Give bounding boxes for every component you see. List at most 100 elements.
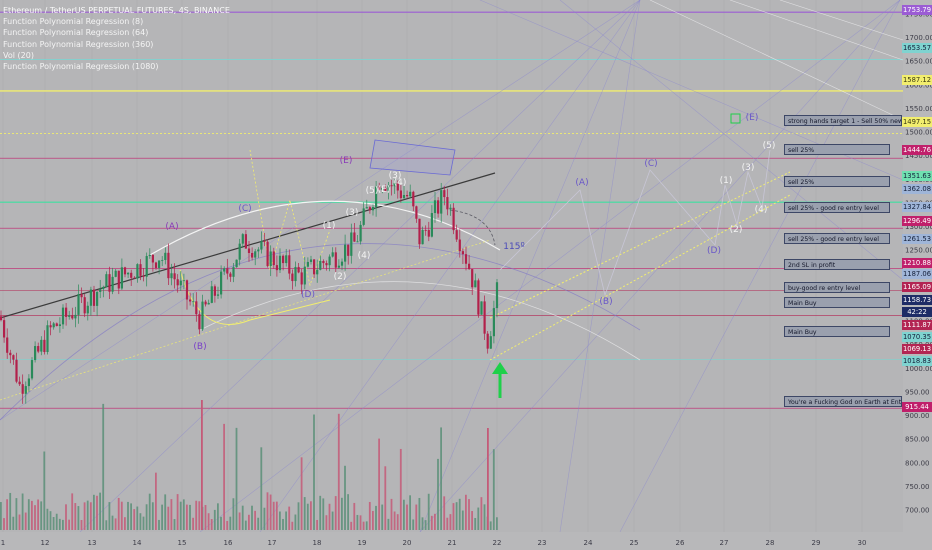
- wave-label: (4): [755, 205, 768, 215]
- price-tag[interactable]: 1069.13: [902, 344, 932, 354]
- candle-body: [409, 191, 412, 197]
- candle-body: [254, 251, 257, 258]
- candle-body: [207, 302, 210, 305]
- candle-body: [455, 230, 458, 240]
- annotation-strong-hands[interactable]: strong hands target 1 - Sell 50% new ATH: [784, 115, 902, 126]
- volume-bar: [204, 505, 207, 530]
- annotation-main-buy-a[interactable]: Main Buy: [784, 297, 890, 308]
- symbol-title[interactable]: Ethereum / TetherUS PERPETUAL FUTURES, 4…: [3, 6, 230, 15]
- candle-body: [452, 207, 455, 231]
- volume-bar: [331, 511, 334, 530]
- volume-bar: [120, 501, 123, 530]
- candle-body: [161, 259, 164, 261]
- candle-body: [458, 239, 461, 252]
- price-tag[interactable]: 1351.63: [902, 171, 932, 181]
- wave-label: (B): [599, 297, 612, 307]
- price-tag[interactable]: 1327.84: [902, 202, 932, 212]
- price-tag[interactable]: 1653.57: [902, 43, 932, 53]
- y-axis-tick-label: 1600.00: [905, 81, 932, 89]
- indicator-poly-1080[interactable]: Function Polynomial Regression (1080): [3, 62, 159, 72]
- volume-bar: [403, 499, 405, 530]
- annotation-sell-25-a[interactable]: sell 25%: [784, 144, 890, 155]
- annotation-2nd-sl[interactable]: 2nd SL in profit: [784, 259, 890, 270]
- price-tag[interactable]: 1111.87: [902, 320, 932, 330]
- volume-bar: [176, 494, 179, 530]
- y-axis-tick-label: 1550.00: [905, 105, 932, 113]
- annotation-sell-25-b[interactable]: sell 25%: [784, 176, 890, 187]
- volume-bar: [412, 519, 415, 530]
- x-axis-background: [0, 532, 932, 550]
- annotation-god-entry[interactable]: You're a Fucking God on Earth at Enterin…: [784, 396, 902, 407]
- candle-body: [402, 195, 406, 199]
- x-axis-tick-label: 30: [858, 539, 867, 547]
- price-tag[interactable]: 1187.06: [902, 269, 932, 279]
- indicator-poly-64[interactable]: Function Polynomial Regression (64): [3, 28, 149, 38]
- candle-body: [331, 252, 334, 257]
- candle-body: [384, 187, 387, 191]
- volume-bar: [446, 517, 449, 530]
- indicator-poly-360[interactable]: Function Polynomial Regression (360): [3, 39, 154, 49]
- volume-bar: [207, 513, 210, 530]
- fan-line: [0, 0, 641, 421]
- price-tag[interactable]: 1210.88: [902, 258, 932, 268]
- candle-body: [223, 268, 226, 272]
- candle-body: [15, 359, 18, 382]
- candle-body: [368, 207, 371, 211]
- candle-body: [226, 268, 229, 274]
- volume-bar: [136, 506, 139, 530]
- volume-bar: [55, 513, 58, 530]
- volume-bar: [241, 505, 244, 530]
- price-tag[interactable]: 1070.35: [902, 332, 932, 342]
- volume-bar: [434, 513, 436, 530]
- annotation-main-buy-b[interactable]: Main Buy: [784, 326, 890, 337]
- volume-bar: [300, 457, 303, 530]
- price-tag[interactable]: 1444.76: [902, 145, 932, 155]
- volume-bar: [182, 499, 185, 530]
- candle-body: [235, 259, 238, 268]
- volume-bar: [86, 500, 89, 530]
- candle-body: [24, 386, 27, 394]
- wave-label: (5): [763, 141, 776, 151]
- volume-bar: [210, 519, 213, 530]
- volume-bar: [226, 520, 229, 530]
- candle-body: [55, 323, 58, 327]
- price-tag[interactable]: 1587.12: [902, 75, 932, 85]
- candle-body: [387, 185, 390, 191]
- price-tag[interactable]: 1753.79: [902, 5, 932, 15]
- candle-body: [201, 301, 204, 330]
- candle-body: [350, 232, 353, 256]
- indicator-poly-8[interactable]: Function Polynomial Regression (8): [3, 17, 144, 27]
- indicator-vol-20[interactable]: Vol (20): [3, 50, 34, 60]
- price-tag[interactable]: 42:22: [902, 307, 932, 317]
- price-tag[interactable]: 1296.49: [902, 216, 932, 226]
- volume-bar: [415, 504, 418, 530]
- candle-body: [328, 256, 331, 266]
- candle-body: [437, 200, 440, 214]
- wave-label: (4): [394, 178, 407, 188]
- candle-body: [365, 207, 368, 209]
- annotation-sell-25-reentry-b[interactable]: sell 25% - good re entry level: [784, 233, 890, 244]
- wave-label: 115º: [503, 242, 524, 252]
- annotation-sell-25-reentry-a[interactable]: sell 25% - good re entry level: [784, 202, 890, 213]
- volume-bar: [68, 519, 70, 530]
- price-tag[interactable]: 1362.08: [902, 184, 932, 194]
- price-tag[interactable]: 1158.73: [902, 295, 932, 305]
- x-axis-tick-label: 24: [584, 539, 593, 547]
- wave-label: (E): [378, 185, 391, 195]
- volume-bar: [421, 517, 424, 530]
- fan-line-light: [779, 0, 904, 41]
- annotation-buy-reentry[interactable]: buy-good re entry level: [784, 282, 890, 293]
- price-tag[interactable]: 915.44: [902, 402, 932, 412]
- price-tag[interactable]: 1018.83: [902, 356, 932, 366]
- price-tag[interactable]: 1261.53: [902, 234, 932, 244]
- candle-body: [3, 320, 6, 338]
- price-tag[interactable]: 1165.09: [902, 282, 932, 292]
- candle-body: [353, 232, 356, 242]
- price-tag[interactable]: 1497.15: [902, 117, 932, 127]
- volume-bar: [46, 508, 49, 530]
- volume-bar: [275, 501, 278, 530]
- volume-bar: [74, 503, 77, 530]
- wave-label: (1): [323, 221, 336, 231]
